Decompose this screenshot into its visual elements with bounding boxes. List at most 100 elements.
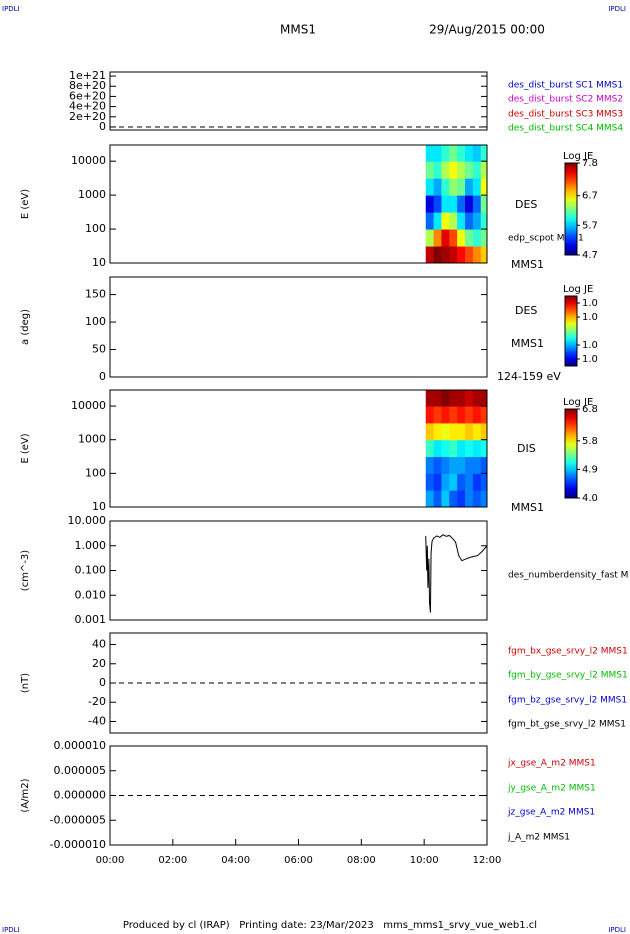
- spectrogram-cell: [480, 212, 488, 230]
- spectrogram-cell: [425, 161, 435, 179]
- spectrogram-cell: [441, 422, 450, 441]
- spectrogram-cell: [480, 145, 488, 162]
- y-tick-label: 0.100: [75, 564, 107, 577]
- spectrogram-cell: [472, 195, 482, 213]
- spectrogram-cell: [465, 178, 474, 196]
- legend-entry: j_A_m2 MMS1: [507, 833, 570, 843]
- y-tick-label: 100: [85, 315, 106, 328]
- x-tick-label: 08:00: [347, 855, 376, 866]
- legend-entry: des_numberdensity_fast M: [508, 571, 628, 581]
- y-tick-label: 10000: [71, 154, 106, 167]
- spectrogram-cell: [480, 229, 488, 247]
- spectrogram-cell: [433, 439, 442, 458]
- spectrogram-cell: [425, 473, 435, 491]
- spectrogram-cell: [449, 490, 458, 508]
- colorbar-tick-label: 4.0: [582, 493, 598, 504]
- spectrogram-cell: [441, 161, 450, 179]
- legend-entry: fgm_bt_gse_srvy_l2 MMS1: [508, 720, 626, 730]
- spectrogram-cell: [449, 145, 458, 162]
- colorbar-tick-label: 7.8: [582, 158, 598, 169]
- panel-label: edp_scpot MMS1: [508, 234, 584, 244]
- spectrogram-cell: [449, 390, 458, 407]
- spectrogram-cell: [480, 195, 488, 213]
- spectrogram-cell: [480, 490, 488, 508]
- colorbar: [564, 162, 578, 256]
- spectrogram-cell: [465, 229, 474, 247]
- spectrogram-cell: [433, 145, 442, 162]
- spectrogram-cell: [433, 161, 442, 179]
- spectrogram-cell: [433, 473, 442, 491]
- spectrogram-cell: [449, 456, 458, 474]
- spectrogram-cell: [425, 490, 435, 508]
- y-axis-label: E (eV): [20, 433, 31, 463]
- panel-frame: [109, 276, 488, 378]
- legend-entry: jx_gse_A_m2 MMS1: [507, 759, 596, 769]
- y-axis-label: (A/m2): [20, 778, 31, 812]
- panel-label: 124-159 eV: [497, 370, 561, 383]
- spectrogram-cell: [449, 439, 458, 458]
- spectrogram-cell: [472, 422, 482, 441]
- y-tick-label: 0.000010: [54, 739, 107, 752]
- spectrogram-cell: [457, 178, 466, 196]
- y-tick-label: 10000: [71, 399, 106, 412]
- logo: IPDLI: [608, 5, 626, 13]
- legend-entry: des_dist_burst SC1 MMS1: [508, 81, 623, 91]
- panel-label: MMS1: [511, 337, 544, 350]
- y-tick-label: 40: [92, 638, 106, 651]
- spectrogram-cell: [441, 439, 450, 458]
- panel-label: DES: [515, 198, 537, 211]
- spectrogram-cell: [472, 246, 482, 264]
- spectrogram-cell: [457, 422, 466, 441]
- spectrogram-cell: [433, 229, 442, 247]
- spectrogram-cell: [449, 195, 458, 213]
- colorbar-label: Log JE: [563, 284, 593, 295]
- spectrogram-cell: [480, 406, 488, 424]
- legend-entry: fgm_bz_gse_srvy_l2 MMS1: [508, 696, 627, 706]
- y-tick-label: 10.000: [68, 514, 107, 527]
- spectrogram-cell: [457, 456, 466, 474]
- y-axis-label: (cm^-3): [20, 550, 31, 591]
- spectrogram-cell: [449, 422, 458, 441]
- legend-entry: des_dist_burst SC3 MMS3: [508, 110, 623, 120]
- panel-frame: [109, 389, 488, 508]
- spectrogram-cell: [465, 456, 474, 474]
- y-tick-label: 0: [99, 120, 106, 133]
- spectrogram-cell: [457, 161, 466, 179]
- spectrogram-cell: [425, 212, 435, 230]
- spectrogram-cell: [441, 473, 450, 491]
- spectrogram-cell: [433, 490, 442, 508]
- spectrogram-cell: [449, 246, 458, 264]
- spectrogram-cell: [425, 439, 435, 458]
- spectrogram-cell: [441, 212, 450, 230]
- spectrogram-cell: [425, 390, 435, 407]
- spectrogram-cell: [457, 490, 466, 508]
- y-tick-label: 0.000000: [54, 789, 107, 802]
- spectrogram-cell: [433, 195, 442, 213]
- colorbar-tick-label: 1.0: [582, 298, 598, 309]
- y-tick-label: 0.001: [75, 613, 107, 626]
- spectrogram-cell: [433, 178, 442, 196]
- spectrogram-cell: [449, 473, 458, 491]
- colorbar: [564, 408, 578, 499]
- spectrogram-cell: [480, 473, 488, 491]
- spectrogram-cell: [465, 490, 474, 508]
- y-tick-label: 0.010: [75, 588, 107, 601]
- spectrogram-cell: [465, 161, 474, 179]
- date: 29/Aug/2015 00:00: [429, 23, 545, 37]
- y-axis-label: (nT): [20, 673, 31, 693]
- spectrogram-cell: [480, 246, 488, 264]
- panel-label: MMS1: [511, 501, 544, 514]
- spectrogram-cell: [480, 456, 488, 474]
- legend-entry: fgm_bx_gse_srvy_l2 MMS1: [508, 647, 628, 657]
- spectrogram-cell: [465, 195, 474, 213]
- colorbar: [564, 295, 578, 367]
- y-axis-label: E (eV): [20, 189, 31, 219]
- footer: Produced by cl (IRAP) Printing date: 23/…: [123, 920, 537, 931]
- spectrogram-cell: [425, 406, 435, 424]
- spectrogram-cell: [472, 456, 482, 474]
- spectrogram-cell: [480, 390, 488, 407]
- colorbar-tick-label: 4.9: [582, 464, 598, 475]
- panel-label: DES: [515, 304, 537, 317]
- spectrogram-cell: [457, 145, 466, 162]
- y-tick-label: 50: [92, 343, 106, 356]
